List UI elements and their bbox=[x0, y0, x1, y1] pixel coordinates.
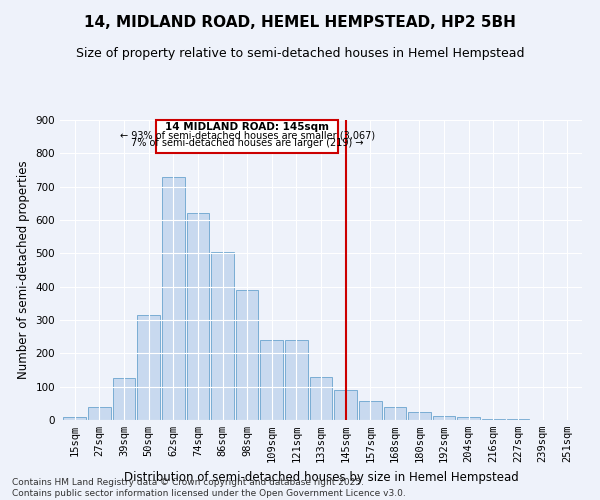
Y-axis label: Number of semi-detached properties: Number of semi-detached properties bbox=[17, 160, 30, 380]
Bar bbox=[285, 340, 308, 420]
Text: 14 MIDLAND ROAD: 145sqm: 14 MIDLAND ROAD: 145sqm bbox=[165, 122, 329, 132]
Bar bbox=[359, 401, 382, 420]
Bar bbox=[457, 418, 480, 420]
Bar bbox=[211, 252, 234, 420]
Bar bbox=[187, 214, 209, 420]
Bar bbox=[482, 419, 505, 420]
Bar bbox=[64, 416, 86, 420]
Text: ← 93% of semi-detached houses are smaller (3,067): ← 93% of semi-detached houses are smalle… bbox=[119, 130, 374, 140]
Bar bbox=[162, 176, 185, 420]
Bar bbox=[260, 340, 283, 420]
Text: 14, MIDLAND ROAD, HEMEL HEMPSTEAD, HP2 5BH: 14, MIDLAND ROAD, HEMEL HEMPSTEAD, HP2 5… bbox=[84, 15, 516, 30]
Bar bbox=[236, 290, 259, 420]
Bar bbox=[383, 408, 406, 420]
Text: Size of property relative to semi-detached houses in Hemel Hempstead: Size of property relative to semi-detach… bbox=[76, 48, 524, 60]
Bar bbox=[310, 376, 332, 420]
X-axis label: Distribution of semi-detached houses by size in Hemel Hempstead: Distribution of semi-detached houses by … bbox=[124, 470, 518, 484]
Bar bbox=[113, 378, 136, 420]
Text: Contains HM Land Registry data © Crown copyright and database right 2025.
Contai: Contains HM Land Registry data © Crown c… bbox=[12, 478, 406, 498]
Bar bbox=[88, 406, 111, 420]
Text: 7% of semi-detached houses are larger (219) →: 7% of semi-detached houses are larger (2… bbox=[131, 138, 364, 147]
Bar bbox=[433, 416, 455, 420]
Bar bbox=[334, 390, 357, 420]
Bar bbox=[408, 412, 431, 420]
Bar bbox=[137, 315, 160, 420]
FancyBboxPatch shape bbox=[156, 120, 338, 154]
